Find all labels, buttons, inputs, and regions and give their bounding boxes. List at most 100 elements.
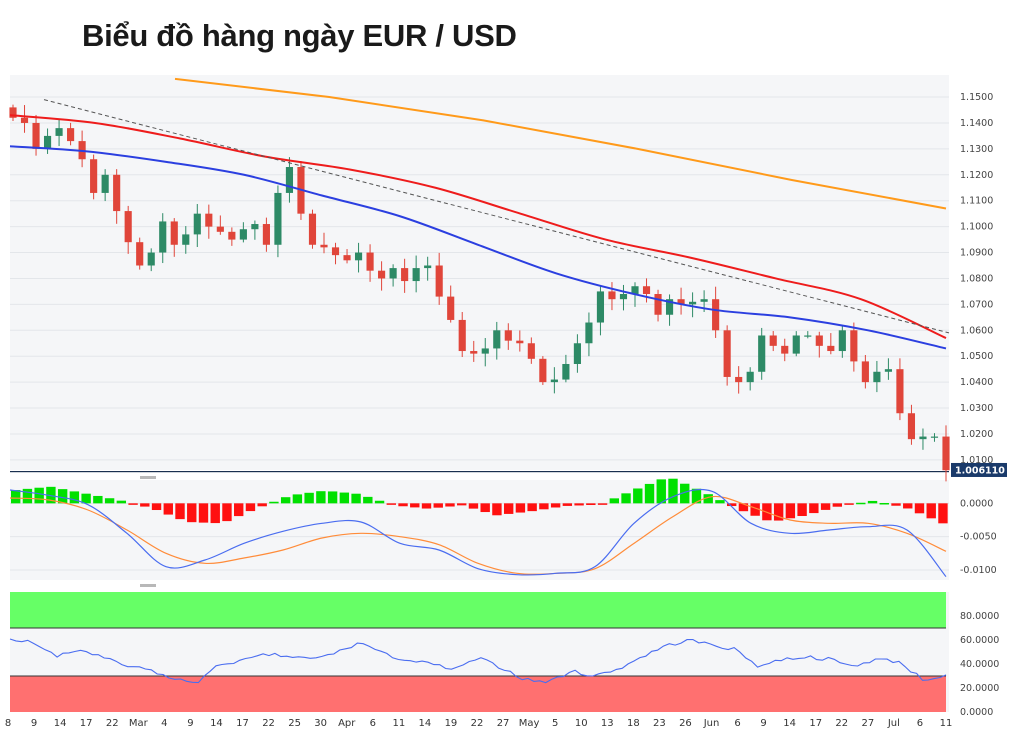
- panel-grip: [140, 476, 156, 479]
- macd-panel: [9, 478, 949, 578]
- candle-body: [619, 294, 628, 300]
- candle-body: [424, 265, 432, 269]
- macd-histogram-bar: [140, 503, 150, 507]
- candle-body: [539, 358, 547, 383]
- candle-body: [124, 211, 132, 243]
- rsi-y-tick: 60.0000: [960, 635, 999, 646]
- candle-body: [896, 369, 904, 414]
- x-tick: Mar: [129, 718, 149, 729]
- x-tick: 6: [917, 718, 923, 729]
- macd-histogram-bar: [104, 498, 115, 504]
- price-y-tick: 1.1400: [960, 118, 993, 129]
- macd-histogram-bar: [914, 503, 925, 514]
- candle-body: [562, 363, 570, 380]
- candle-body: [32, 122, 40, 149]
- ma-blue-line: [9, 145, 947, 350]
- macd-histogram-bar: [773, 503, 784, 521]
- macd-histogram-bar: [234, 503, 244, 517]
- macd-histogram-bar: [351, 493, 361, 504]
- macd-histogram-bar: [433, 503, 443, 508]
- price-bottom-line: [10, 471, 949, 473]
- x-tick: 23: [653, 718, 666, 729]
- x-tick: 22: [106, 718, 119, 729]
- macd-histogram-bar: [304, 492, 314, 504]
- macd-histogram-bar: [339, 492, 350, 504]
- macd-histogram-bar: [809, 503, 819, 514]
- candle-body: [378, 270, 386, 279]
- macd-histogram-bar: [222, 503, 232, 522]
- candle-body: [504, 330, 512, 341]
- candle-body: [550, 379, 558, 383]
- candle-body: [43, 135, 52, 149]
- macd-y-tick: -0.0050: [960, 532, 997, 543]
- candle-body: [470, 351, 478, 354]
- x-tick: 19: [445, 718, 458, 729]
- candle-body: [366, 252, 374, 271]
- macd-histogram-bar: [926, 503, 936, 519]
- candle-body: [90, 159, 98, 193]
- macd-histogram-bar: [457, 503, 467, 506]
- macd-histogram-bar: [656, 479, 666, 504]
- x-tick: 6: [370, 718, 376, 729]
- macd-histogram-bar: [715, 500, 725, 504]
- macd-histogram-bar: [410, 503, 420, 508]
- x-tick: 10: [575, 718, 588, 729]
- macd-histogram-bar: [210, 503, 220, 524]
- candle-body: [815, 335, 823, 346]
- candle-body: [20, 117, 29, 123]
- ma-orange-line: [174, 77, 947, 210]
- x-tick: 14: [783, 718, 796, 729]
- macd-histogram-bar: [621, 493, 631, 504]
- macd-histogram-bar: [398, 503, 408, 507]
- macd-line: [9, 488, 947, 578]
- candle-body: [942, 436, 950, 471]
- last-price-badge: [951, 462, 1007, 477]
- macd-histogram-bar: [175, 503, 185, 520]
- x-tick: 30: [314, 718, 327, 729]
- candle-body: [447, 296, 455, 320]
- candle-body: [262, 224, 270, 245]
- x-tick: 9: [187, 718, 193, 729]
- x-tick: 13: [601, 718, 614, 729]
- rsi-line: [9, 638, 947, 684]
- candle-body: [228, 231, 236, 240]
- candle-body: [907, 413, 916, 440]
- candle-body: [354, 252, 363, 261]
- candle-body: [665, 299, 674, 315]
- macd-histogram-bar: [316, 491, 326, 504]
- macd-histogram-bar: [867, 500, 878, 504]
- x-tick: 22: [471, 718, 484, 729]
- macd-histogram-bar: [515, 503, 526, 513]
- macd-histogram-bar: [492, 503, 502, 516]
- candle-body: [838, 330, 846, 352]
- macd-histogram-bar: [574, 503, 584, 506]
- trendline: [43, 99, 950, 334]
- macd-histogram-bar: [93, 495, 103, 504]
- macd-histogram-bar: [785, 503, 796, 519]
- candle-body: [55, 128, 63, 136]
- candle-body: [216, 226, 224, 232]
- candle-body: [389, 268, 397, 279]
- macd-histogram-bar: [280, 497, 291, 504]
- macd-histogram-bar: [22, 488, 33, 504]
- candle-body: [493, 330, 501, 349]
- macd-histogram-bar: [797, 503, 807, 517]
- macd-histogram-bar: [738, 503, 749, 512]
- rsi-y-tick: 40.0000: [960, 659, 999, 670]
- macd-histogram-bar: [257, 503, 267, 507]
- x-tick: 9: [31, 718, 37, 729]
- rsi-y-tick: 0.0000: [960, 707, 993, 718]
- macd-histogram-bar: [586, 503, 596, 506]
- macd-histogram-bar: [57, 489, 68, 504]
- macd-histogram-bar: [11, 490, 21, 504]
- price-y-tick: 1.0200: [960, 429, 993, 440]
- candle-body: [182, 234, 190, 245]
- candle-body: [331, 247, 340, 256]
- candle-body: [700, 299, 708, 302]
- macd-histogram-bar: [292, 494, 303, 504]
- candle-body: [113, 174, 121, 212]
- candle-body: [239, 229, 247, 240]
- x-tick: 9: [760, 718, 766, 729]
- candle-body: [193, 213, 201, 235]
- candle-body: [458, 319, 466, 352]
